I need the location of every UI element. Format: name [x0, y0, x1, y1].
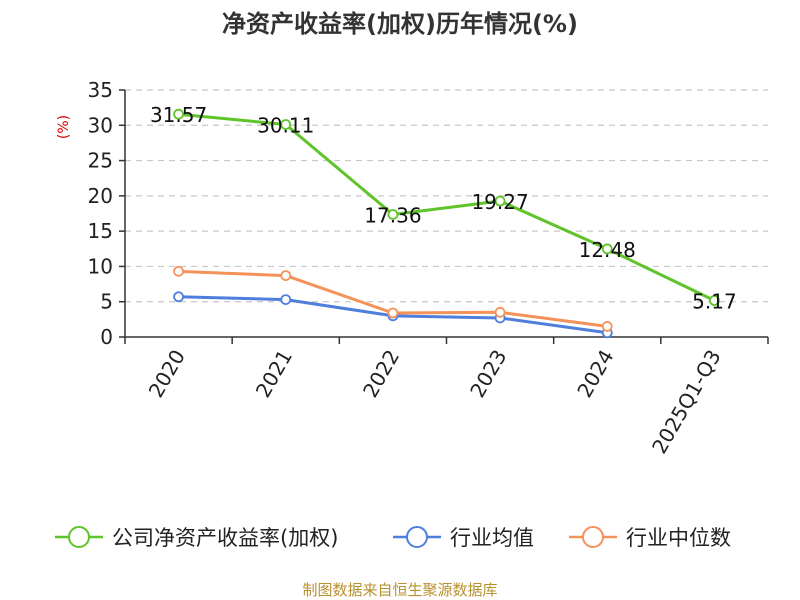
data-point-s0-4	[601, 243, 613, 255]
axes	[124, 90, 768, 338]
data-point-s2-1	[280, 270, 292, 282]
legend-label-1: 行业均值	[450, 526, 534, 550]
data-point-s0-2	[387, 209, 399, 220]
gridlines	[125, 89, 768, 303]
x-tick-label-2023: 2023	[465, 346, 511, 402]
y-axis-ticks: 0 5 10 15 20 25 30 35	[88, 78, 125, 349]
x-tick-label-2025Q1-Q3: 2025Q1-Q3	[647, 346, 726, 458]
y-axis-unit-label: (%)	[56, 115, 72, 139]
legend-marker-1	[406, 526, 428, 548]
legend-marker-2	[582, 526, 604, 548]
x-axis-ticks: 2020 2021 2022 2023 2024 2025Q1-Q3	[124, 337, 769, 458]
data-label-s0-4: 12.48	[579, 238, 636, 262]
y-tick-label-0: 0	[100, 325, 113, 349]
data-label-s0-0: 31.57	[150, 103, 207, 127]
data-label-s0-5: 5.17	[692, 290, 737, 314]
x-tick-label-2020: 2020	[144, 346, 190, 402]
data-label-s0-1: 30.11	[257, 114, 314, 138]
legend-item-1[interactable]: 行业均值	[393, 526, 534, 550]
data-point-s2-4	[601, 321, 613, 332]
x-tick-label-2021: 2021	[251, 346, 297, 402]
source-note: 制图数据来自恒生聚源数据库	[302, 581, 497, 599]
data-point-s1-1	[280, 294, 292, 305]
data-label-s0-2: 17.36	[364, 203, 421, 227]
data-point-s0-3	[494, 195, 506, 207]
data-point-s1-0	[173, 291, 184, 303]
data-labels: 31.57 30.11 17.36 19.27 12.48 5.17	[150, 103, 737, 313]
legend-item-0[interactable]: 公司净资产收益率(加权)	[55, 526, 338, 550]
legend-marker-0	[68, 526, 90, 548]
y-tick-label-5: 5	[100, 290, 113, 314]
y-tick-label-35: 35	[88, 78, 113, 102]
y-tick-label-25: 25	[88, 149, 113, 173]
data-point-s2-3	[494, 306, 506, 318]
legend-label-2: 行业中位数	[626, 526, 731, 550]
legend[interactable]: 公司净资产收益率(加权) 行业均值 行业中位数	[55, 526, 731, 550]
series-group	[173, 108, 720, 339]
data-point-s0-5	[709, 295, 720, 306]
y-tick-label-20: 20	[88, 184, 113, 208]
x-tick-label-2024: 2024	[572, 346, 618, 402]
y-tick-label-10: 10	[88, 254, 113, 278]
data-point-s2-2	[387, 307, 399, 319]
data-point-s0-1	[280, 119, 292, 130]
data-point-s0-0	[173, 108, 184, 120]
y-tick-label-30: 30	[88, 113, 113, 137]
x-tick-label-2022: 2022	[358, 346, 404, 402]
legend-label-0: 公司净资产收益率(加权)	[112, 526, 338, 550]
series-line-0	[178, 112, 716, 302]
chart-title: 净资产收益率(加权)历年情况(%)	[222, 10, 578, 38]
data-point-s2-0	[173, 265, 184, 277]
data-label-s0-3: 19.27	[471, 190, 528, 214]
y-tick-label-15: 15	[88, 219, 113, 243]
legend-item-2[interactable]: 行业中位数	[569, 526, 731, 550]
